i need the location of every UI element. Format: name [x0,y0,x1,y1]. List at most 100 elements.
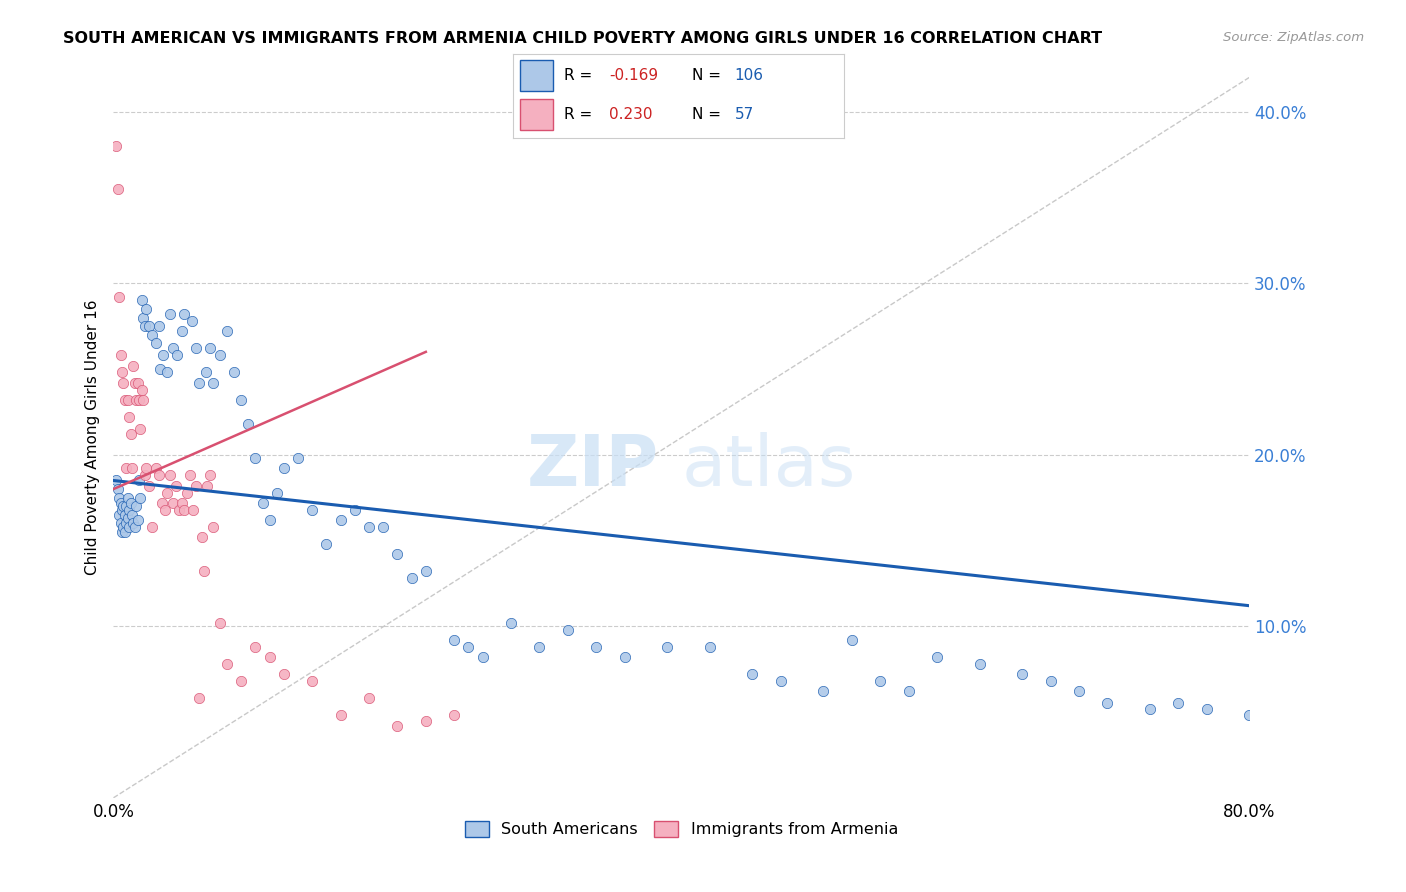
Point [127,513,149,527]
Point [120,427,142,442]
Text: N =: N = [692,68,725,83]
Point [135,461,157,475]
Point [329,708,352,723]
Point [585,640,607,654]
Point [471,650,494,665]
Point [156,485,179,500]
Point [115,461,138,475]
Text: atlas: atlas [682,432,856,501]
Point [114,392,136,407]
Point [415,565,437,579]
Point [457,640,479,654]
Text: 0.230: 0.230 [609,107,652,122]
Point [110,348,132,362]
Point [193,565,215,579]
Point [149,362,172,376]
Point [208,615,231,630]
Point [841,632,863,647]
Point [173,307,195,321]
FancyBboxPatch shape [520,99,553,130]
Point [173,502,195,516]
Point [179,468,201,483]
Point [165,478,187,492]
Point [1039,674,1062,689]
Point [443,708,465,723]
Text: Source: ZipAtlas.com: Source: ZipAtlas.com [1223,31,1364,45]
Text: R =: R = [564,68,598,83]
Text: -0.169: -0.169 [609,68,658,83]
Point [1239,708,1261,723]
Point [131,383,153,397]
Point [217,657,239,671]
Point [387,719,409,733]
Point [114,524,136,539]
Point [869,674,891,689]
Point [245,640,267,654]
Point [150,496,173,510]
Point [198,468,221,483]
Point [201,520,224,534]
Point [170,496,193,510]
Point [343,502,366,516]
Point [190,530,212,544]
Point [273,667,295,681]
Point [813,684,835,698]
Point [184,478,207,492]
Point [111,366,134,380]
Point [252,496,274,510]
Point [1267,719,1289,733]
Point [159,468,181,483]
Point [110,496,132,510]
Point [741,667,763,681]
Point [529,640,551,654]
Point [162,342,184,356]
Point [187,691,209,706]
Point [131,293,153,308]
Text: SOUTH AMERICAN VS IMMIGRANTS FROM ARMENIA CHILD POVERTY AMONG GIRLS UNDER 16 COR: SOUTH AMERICAN VS IMMIGRANTS FROM ARMENI… [63,31,1102,46]
Point [107,182,129,196]
Point [184,342,207,356]
Point [273,461,295,475]
Point [148,468,170,483]
Point [124,376,146,390]
Point [657,640,679,654]
Point [1351,732,1374,747]
Point [117,511,139,525]
Point [121,461,143,475]
Point [969,657,991,671]
Point [125,500,148,514]
Point [1097,697,1119,711]
Point [127,376,149,390]
Point [1139,701,1161,715]
Point [118,410,141,425]
Point [201,376,224,390]
Point [357,520,380,534]
Point [115,500,138,514]
Point [180,314,202,328]
Point [112,376,135,390]
Point [1337,729,1360,743]
Point [115,516,138,531]
Y-axis label: Child Poverty Among Girls Under 16: Child Poverty Among Girls Under 16 [86,300,100,575]
Point [195,478,218,492]
Point [112,500,135,514]
Point [443,632,465,647]
Point [166,348,188,362]
Point [108,508,131,522]
Point [128,474,150,488]
Point [259,513,281,527]
Point [224,366,246,380]
Point [208,348,231,362]
Point [148,319,170,334]
Text: ZIP: ZIP [526,432,658,501]
Point [238,417,260,431]
Point [138,478,160,492]
Point [124,520,146,534]
Point [357,691,380,706]
Text: 57: 57 [734,107,754,122]
Point [132,310,155,325]
Point [170,324,193,338]
Point [287,451,309,466]
Point [613,650,636,665]
Point [125,392,148,407]
